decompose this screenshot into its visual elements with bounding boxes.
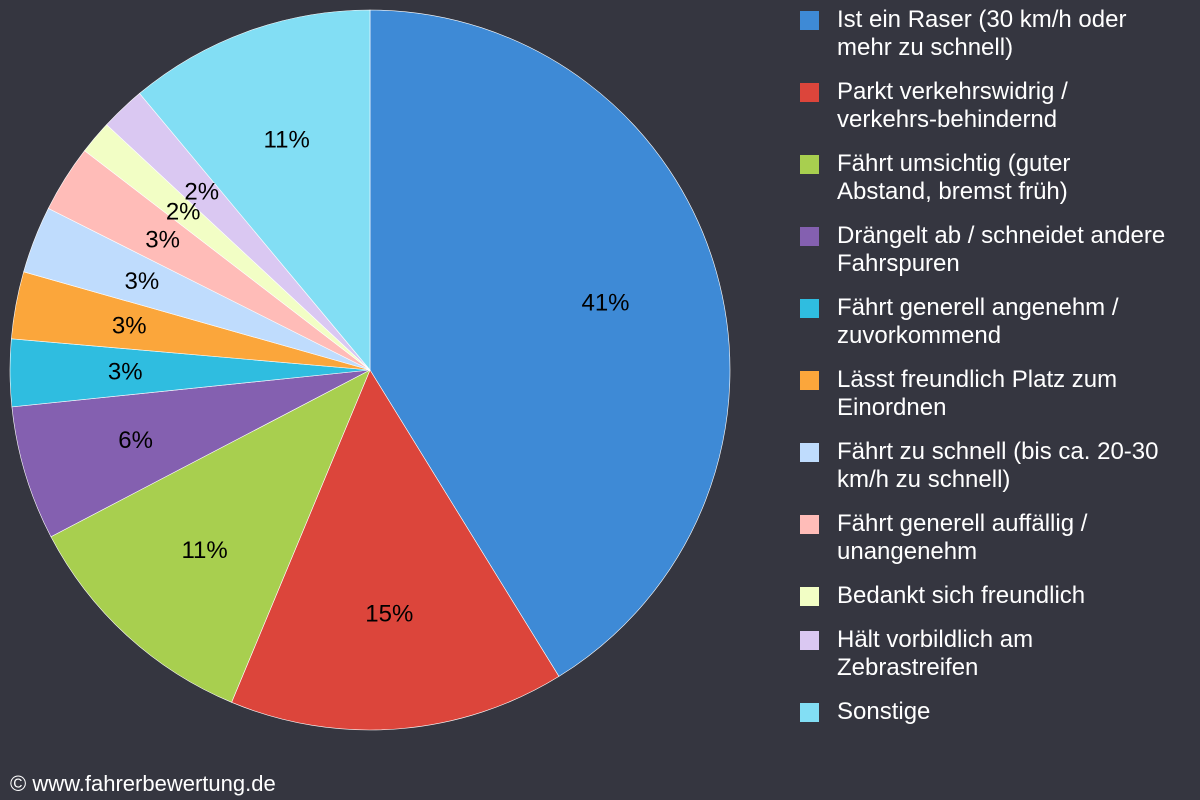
legend-item: Fährt umsichtig (guter Abstand, bremst fr…: [800, 150, 1195, 206]
legend-label-continued: unangenehm: [837, 538, 978, 565]
legend-item: Drängelt ab / schneidet andere Fahrspuren: [800, 222, 1195, 278]
legend-label: Parkt verkehrswidrig /: [837, 78, 1068, 105]
legend-label: Fährt zu schnell (bis ca. 20-30: [837, 438, 1159, 465]
legend-item: Parkt verkehrswidrig / verkehrs-behindern…: [800, 78, 1195, 134]
copyright-notice: © www.fahrerbewertung.de: [10, 771, 276, 796]
legend-label: Lässt freundlich Platz zum: [837, 366, 1118, 393]
pie-slice-label-10: 2%: [184, 179, 219, 206]
legend-swatch: [800, 703, 819, 722]
legend-label: Bedankt sich freundlich: [837, 582, 1086, 609]
pie-chart: 41%15%11%6%3%3%3%3%2%2%11%: [9, 9, 731, 731]
pie-slice-label-9: 2%: [166, 198, 201, 225]
pie-slice-11: [139, 9, 371, 371]
legend-label: Fährt umsichtig (guter: [837, 150, 1071, 177]
legend-item: Bedankt sich freundlich: [800, 582, 1195, 610]
legend-swatch: [800, 227, 819, 246]
legend-swatch: [800, 631, 819, 650]
legend-swatch: [800, 155, 819, 174]
pie-slice-label-3: 11%: [181, 537, 227, 564]
legend-label: Fährt generell auffällig /: [837, 510, 1088, 537]
legend-item: Sonstige: [800, 698, 1195, 726]
legend-label-continued: km/h zu schnell): [837, 466, 1011, 493]
pie-slice-label-4: 6%: [118, 427, 153, 454]
pie-slice-label-5: 3%: [108, 358, 143, 385]
legend-label-continued: Abstand, bremst früh): [837, 178, 1068, 205]
legend-label: Hält vorbildlich am: [837, 626, 1034, 653]
legend-item: Fährt zu schnell (bis ca. 20-30 km/h zu s…: [800, 438, 1195, 494]
pie-slice-label-6: 3%: [112, 312, 147, 339]
legend-item: Lässt freundlich Platz zum Einordnen: [800, 366, 1195, 422]
legend-swatch: [800, 443, 819, 462]
legend-label-continued: Fahrspuren: [837, 250, 960, 277]
pie-slice-4: [11, 369, 371, 538]
legend-swatch: [800, 299, 819, 318]
legend-label-continued: verkehrs-behindernd: [837, 106, 1058, 133]
legend-swatch: [800, 83, 819, 102]
legend-swatch: [800, 587, 819, 606]
pie-slice-1: [369, 9, 731, 677]
pie-slices: [9, 9, 731, 731]
legend-label: Sonstige: [837, 698, 931, 725]
pie-slice-label-1: 41%: [581, 290, 629, 317]
legend-swatch: [800, 515, 819, 534]
legend-label-continued: Einordnen: [837, 394, 947, 421]
pie-slice-labels: 41%15%11%6%3%3%3%3%2%2%11%: [108, 126, 630, 627]
pie-slice-label-11: 11%: [264, 126, 310, 153]
legend-label-continued: zuvorkommend: [837, 322, 1002, 349]
legend-label-continued: mehr zu schnell): [837, 34, 1014, 61]
pie-slice-label-8: 3%: [145, 226, 180, 253]
pie-slice-label-2: 15%: [365, 601, 413, 628]
legend-label: Fährt generell angenehm /: [837, 294, 1119, 321]
legend-item: Hält vorbildlich am Zebrastreifen: [800, 626, 1195, 682]
legend-label-continued: Zebrastreifen: [837, 654, 979, 681]
legend-item: Fährt generell auffällig / unangenehm: [800, 510, 1195, 566]
legend-item: Fährt generell angenehm / zuvorkommend: [800, 294, 1195, 350]
legend-swatch: [800, 371, 819, 390]
legend-label: Ist ein Raser (30 km/h oder: [837, 6, 1127, 33]
legend: Ist ein Raser (30 km/h oder mehr zu schne…: [800, 6, 1195, 742]
legend-label: Drängelt ab / schneidet andere: [837, 222, 1166, 249]
pie-slice-3: [50, 369, 371, 703]
legend-item: Ist ein Raser (30 km/h oder mehr zu schne…: [800, 6, 1195, 62]
legend-swatch: [800, 11, 819, 30]
pie-slice-2: [231, 369, 560, 731]
pie-slice-label-7: 3%: [125, 268, 160, 295]
